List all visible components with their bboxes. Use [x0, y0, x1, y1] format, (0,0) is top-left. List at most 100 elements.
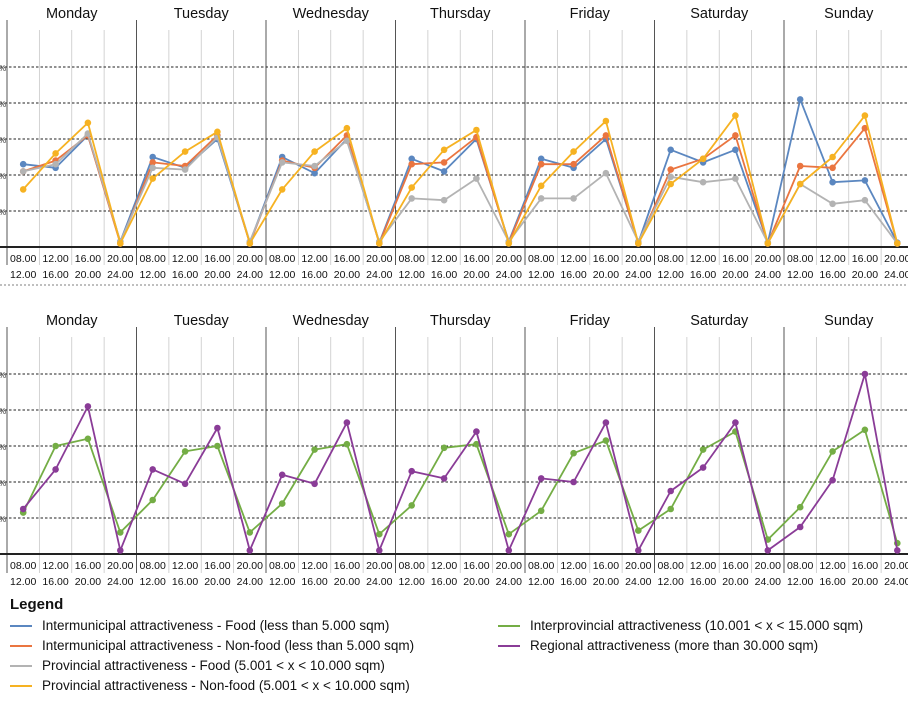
x-tick-label: 20.00 — [107, 560, 133, 572]
x-tick-label: 16.00 — [722, 560, 748, 572]
legend-swatch — [10, 664, 32, 667]
data-point — [699, 155, 707, 163]
x-tick-label: 12.00 — [431, 253, 457, 265]
x-tick-label: 24.00 — [625, 269, 651, 281]
x-tick-label: 24.00 — [107, 576, 133, 588]
x-tick-label: 12.00 — [819, 560, 845, 572]
data-point — [440, 146, 448, 154]
y-tick-label: % — [0, 479, 6, 488]
data-point — [52, 466, 59, 473]
data-point — [505, 530, 513, 538]
x-tick-label: 08.00 — [10, 560, 36, 572]
data-point — [181, 166, 189, 173]
data-point — [246, 240, 254, 247]
x-tick-label: 24.00 — [496, 269, 522, 281]
data-point — [796, 96, 804, 103]
x-tick-label: 16.00 — [560, 576, 586, 588]
x-tick-label: 12.00 — [399, 269, 425, 281]
x-tick-label: 20.00 — [593, 576, 619, 588]
data-point — [343, 137, 351, 145]
x-tick-label: 20.00 — [237, 560, 263, 572]
x-tick-label: 16.00 — [852, 560, 878, 572]
data-point — [278, 471, 286, 479]
data-point — [214, 442, 221, 450]
data-point — [84, 119, 92, 127]
x-tick-label: 24.00 — [884, 269, 908, 281]
data-point — [343, 440, 351, 448]
data-point — [667, 487, 674, 495]
day-title: Wednesday — [293, 6, 370, 22]
day-title: Saturday — [690, 313, 749, 329]
data-point — [699, 446, 707, 453]
day-title: Monday — [46, 313, 98, 329]
x-tick-label: 16.00 — [301, 269, 327, 281]
data-point — [796, 162, 804, 170]
data-point — [829, 476, 836, 484]
data-point — [699, 178, 707, 186]
x-tick-label: 12.00 — [42, 253, 68, 265]
data-point — [408, 502, 416, 509]
y-tick-label: % — [0, 136, 6, 145]
x-tick-label: 08.00 — [658, 253, 684, 265]
data-point — [602, 169, 610, 177]
x-tick-label: 16.00 — [593, 253, 619, 265]
x-tick-label: 20.00 — [107, 253, 133, 265]
x-tick-label: 12.00 — [787, 576, 813, 588]
data-point — [667, 505, 674, 513]
data-point — [343, 124, 351, 132]
data-point — [149, 466, 156, 473]
data-point — [667, 173, 674, 181]
data-point — [829, 153, 836, 161]
x-tick-label: 24.00 — [107, 269, 133, 281]
legend-label: Provincial attractiveness - Food (5.001 … — [42, 658, 385, 673]
x-tick-label: 12.00 — [560, 253, 586, 265]
x-tick-label: 12.00 — [172, 253, 198, 265]
y-tick-label: % — [0, 407, 6, 416]
data-point — [537, 475, 545, 482]
data-point — [408, 467, 416, 475]
data-point — [537, 155, 545, 163]
data-point — [311, 480, 318, 488]
x-tick-label: 20.00 — [625, 560, 651, 572]
day-title: Sunday — [824, 313, 874, 329]
series-line-provincial_nonfood — [22, 114, 899, 245]
data-point — [570, 148, 577, 155]
legend: Legend Intermunicipal attractiveness - F… — [8, 596, 908, 701]
data-point — [440, 159, 448, 166]
day-title: Wednesday — [293, 313, 370, 329]
x-tick-label: 12.00 — [819, 253, 845, 265]
data-point — [473, 428, 480, 435]
day-title: Monday — [46, 6, 98, 22]
data-point — [829, 178, 836, 186]
data-point — [635, 240, 642, 247]
data-point — [829, 448, 836, 455]
x-tick-label: 20.00 — [334, 269, 360, 281]
data-point — [829, 200, 836, 208]
data-point — [861, 196, 869, 204]
data-point — [667, 146, 674, 154]
data-point — [732, 146, 739, 154]
x-tick-label: 12.00 — [431, 560, 457, 572]
data-point — [214, 128, 221, 136]
data-point — [246, 547, 254, 554]
data-point — [278, 500, 286, 507]
x-tick-label: 12.00 — [269, 576, 295, 588]
data-point — [473, 126, 480, 134]
x-tick-label: 24.00 — [366, 269, 392, 281]
x-tick-label: 24.00 — [496, 576, 522, 588]
day-title: Tuesday — [174, 313, 230, 329]
data-point — [861, 112, 869, 119]
x-tick-label: 20.00 — [755, 560, 781, 572]
legend-title: Legend — [10, 596, 64, 613]
data-point — [311, 169, 318, 177]
x-tick-label: 16.00 — [722, 253, 748, 265]
data-point — [861, 124, 869, 132]
x-tick-label: 16.00 — [42, 576, 68, 588]
day-title: Tuesday — [174, 6, 230, 22]
data-point — [19, 505, 27, 513]
data-point — [311, 148, 318, 155]
x-tick-label: 08.00 — [787, 560, 813, 572]
x-tick-label: 24.00 — [237, 269, 263, 281]
x-tick-label: 12.00 — [399, 576, 425, 588]
x-tick-label: 20.00 — [204, 576, 230, 588]
